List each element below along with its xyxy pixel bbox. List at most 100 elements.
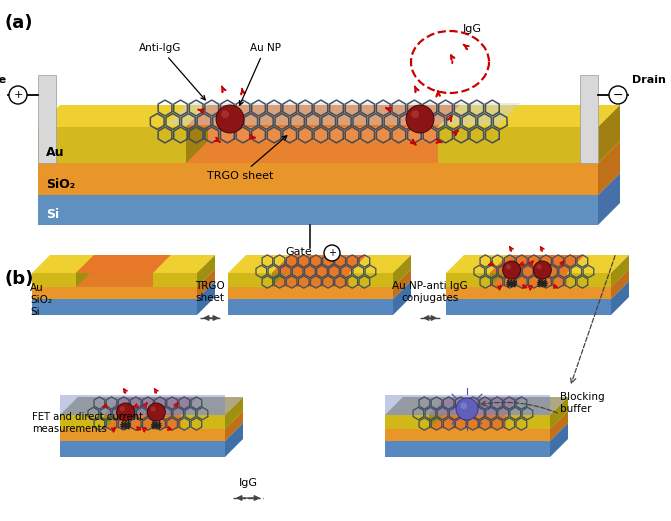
Polygon shape <box>228 287 393 299</box>
Text: SiO₂: SiO₂ <box>30 295 52 305</box>
Polygon shape <box>385 397 568 415</box>
Polygon shape <box>76 273 153 287</box>
Polygon shape <box>272 255 367 273</box>
Polygon shape <box>225 423 243 457</box>
Text: (a): (a) <box>5 14 34 32</box>
Circle shape <box>117 403 135 421</box>
Polygon shape <box>490 255 585 273</box>
Text: Au: Au <box>46 146 64 159</box>
Circle shape <box>503 261 521 279</box>
Polygon shape <box>225 411 243 441</box>
Circle shape <box>609 86 627 104</box>
Polygon shape <box>567 273 611 287</box>
Polygon shape <box>60 397 122 415</box>
Circle shape <box>151 406 156 412</box>
Polygon shape <box>225 397 243 429</box>
Polygon shape <box>598 105 620 163</box>
Polygon shape <box>228 273 272 287</box>
Polygon shape <box>60 423 243 441</box>
Polygon shape <box>186 105 460 127</box>
Polygon shape <box>38 105 208 127</box>
Circle shape <box>9 86 27 104</box>
Text: Gate: Gate <box>285 247 312 257</box>
Polygon shape <box>429 397 524 415</box>
Polygon shape <box>429 397 447 429</box>
Text: FET and direct current
measurements: FET and direct current measurements <box>32 413 143 434</box>
Polygon shape <box>393 269 411 299</box>
Polygon shape <box>446 255 508 273</box>
Polygon shape <box>60 397 243 415</box>
Polygon shape <box>550 397 568 429</box>
Polygon shape <box>490 273 567 287</box>
Polygon shape <box>385 429 550 441</box>
Polygon shape <box>567 255 629 273</box>
Polygon shape <box>611 269 629 299</box>
Polygon shape <box>385 423 568 441</box>
Polygon shape <box>349 273 393 287</box>
Polygon shape <box>60 441 225 457</box>
Circle shape <box>460 402 467 409</box>
Polygon shape <box>104 415 181 429</box>
Polygon shape <box>32 255 94 273</box>
Circle shape <box>506 264 511 269</box>
Polygon shape <box>598 141 620 195</box>
Polygon shape <box>611 281 629 315</box>
Text: Drain: Drain <box>632 75 666 85</box>
Polygon shape <box>60 415 104 429</box>
Polygon shape <box>197 255 215 287</box>
Polygon shape <box>181 397 243 415</box>
Polygon shape <box>76 255 94 287</box>
Polygon shape <box>611 255 629 287</box>
Text: TRGO
sheet: TRGO sheet <box>195 281 225 303</box>
Text: SiO₂: SiO₂ <box>46 178 75 191</box>
Text: Au NP-anti IgG
conjugates: Au NP-anti IgG conjugates <box>392 281 468 303</box>
Polygon shape <box>228 255 290 273</box>
Polygon shape <box>385 415 429 429</box>
Polygon shape <box>550 423 568 457</box>
Polygon shape <box>38 195 598 225</box>
Polygon shape <box>60 411 243 429</box>
Polygon shape <box>32 287 197 299</box>
Polygon shape <box>272 255 290 287</box>
Polygon shape <box>228 269 411 287</box>
Polygon shape <box>228 281 411 299</box>
Circle shape <box>456 398 478 420</box>
Polygon shape <box>197 281 215 315</box>
Circle shape <box>533 261 552 279</box>
Circle shape <box>411 110 419 118</box>
Polygon shape <box>598 173 620 225</box>
Text: IgG: IgG <box>462 24 482 34</box>
Polygon shape <box>438 127 598 163</box>
Circle shape <box>216 105 244 133</box>
Text: +: + <box>13 90 23 100</box>
Polygon shape <box>580 75 598 163</box>
Polygon shape <box>393 281 411 315</box>
Polygon shape <box>32 273 76 287</box>
Polygon shape <box>385 411 568 429</box>
Polygon shape <box>38 75 56 163</box>
Text: TRGO sheet: TRGO sheet <box>207 136 287 181</box>
Polygon shape <box>60 429 225 441</box>
Text: Source: Source <box>0 75 6 85</box>
Text: +: + <box>328 248 336 258</box>
Circle shape <box>148 403 165 421</box>
Text: IgG: IgG <box>238 478 258 488</box>
Circle shape <box>324 245 340 261</box>
Polygon shape <box>228 299 393 315</box>
Polygon shape <box>32 269 215 287</box>
Text: −: − <box>613 89 623 102</box>
Polygon shape <box>104 397 122 429</box>
Polygon shape <box>272 273 349 287</box>
Polygon shape <box>181 415 225 429</box>
Text: (b): (b) <box>5 270 34 288</box>
Polygon shape <box>349 255 411 273</box>
Polygon shape <box>186 127 438 163</box>
Polygon shape <box>186 105 208 163</box>
Polygon shape <box>438 105 620 127</box>
Polygon shape <box>385 397 447 415</box>
Circle shape <box>221 110 229 118</box>
Polygon shape <box>506 397 568 415</box>
Polygon shape <box>393 255 411 287</box>
Text: Anti-IgG: Anti-IgG <box>139 43 205 100</box>
Text: Blocking
buffer: Blocking buffer <box>560 392 605 414</box>
